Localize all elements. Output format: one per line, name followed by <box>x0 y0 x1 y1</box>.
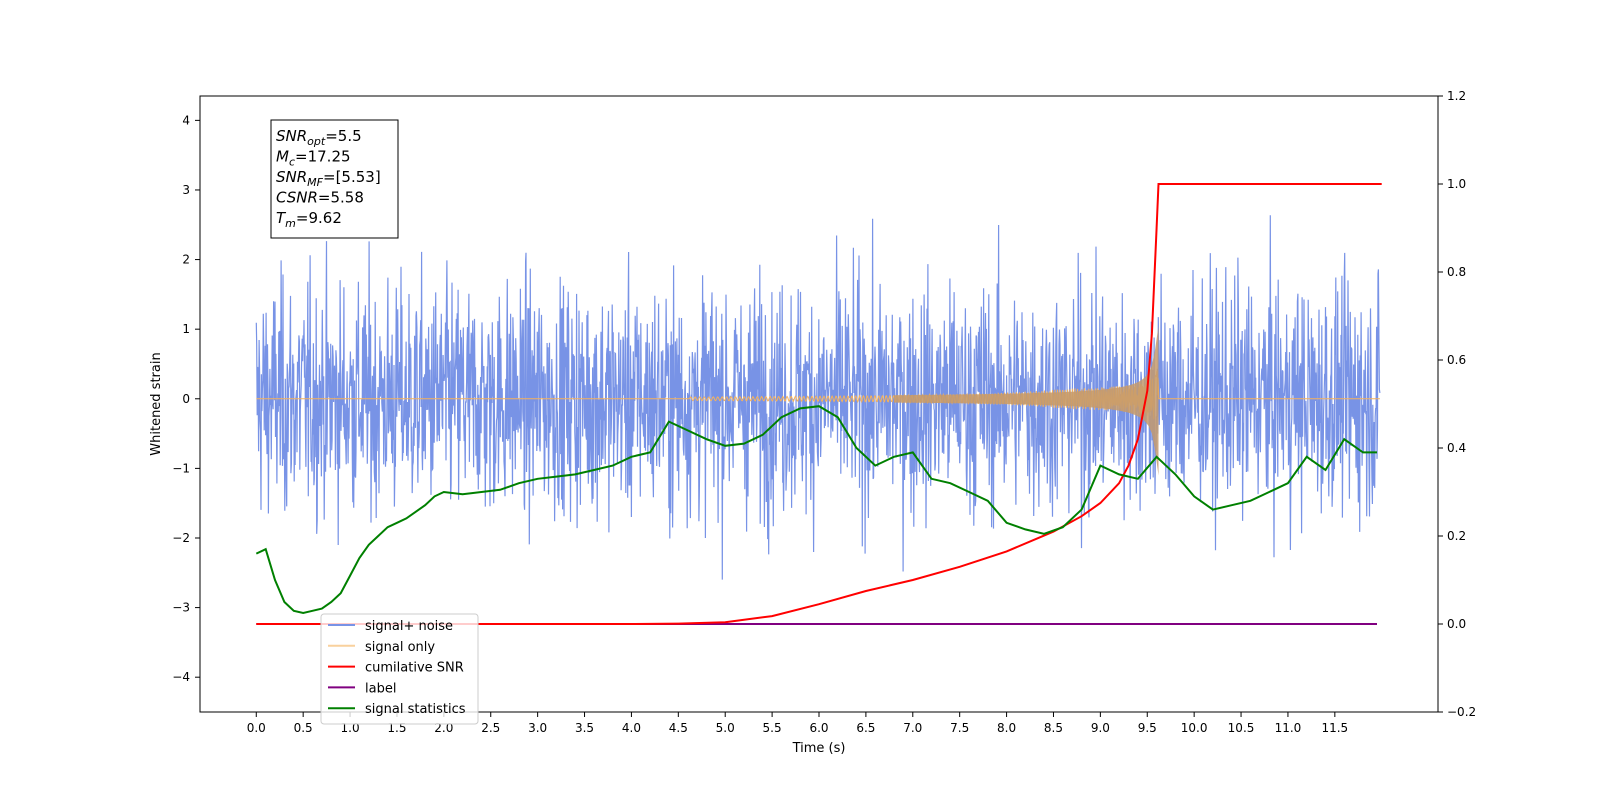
stats-symbol: SNR <box>276 127 307 145</box>
legend-label: cumilative SNR <box>365 661 464 676</box>
x-tick-label: 0.0 <box>247 721 266 735</box>
x-tick-label: 6.0 <box>809 721 828 735</box>
y-right-tick-label: −0.2 <box>1447 705 1476 719</box>
stats-value: =17.25 <box>295 148 351 166</box>
stats-subscript: MF <box>307 176 323 189</box>
y-right-tick-label: 0.2 <box>1447 529 1466 543</box>
y-right-tick-label: 0.4 <box>1447 441 1466 455</box>
series-signal-noise <box>255 215 1381 580</box>
legend: signal+ noise signal only cumilative SNR la… <box>320 613 479 725</box>
y-right-tick-label: 0.0 <box>1447 617 1466 631</box>
y-left-tick-label: −4 <box>172 670 190 684</box>
x-tick-label: 4.0 <box>622 721 641 735</box>
x-tick-label: 8.5 <box>1044 721 1063 735</box>
stats-value: =5.58 <box>318 189 364 207</box>
stats-subscript: opt <box>307 135 326 148</box>
legend-label: signal only <box>365 640 435 655</box>
series-signal-only <box>256 370 1380 420</box>
y-right-tick-label: 0.8 <box>1447 265 1466 279</box>
stats-line: SNRopt=5.5 <box>276 127 362 148</box>
y-left-tick-label: −1 <box>172 461 190 475</box>
x-tick-label: 11.0 <box>1275 721 1302 735</box>
y-axis-right-ticks: −0.2 0.0 0.2 0.4 0.6 0.8 1.0 1.2 <box>1438 89 1476 719</box>
stats-line: CSNR=5.58 <box>276 189 364 207</box>
x-tick-label: 5.5 <box>763 721 782 735</box>
x-tick-label: 0.5 <box>294 721 313 735</box>
stats-value: =9.62 <box>296 209 342 227</box>
stats-line: Tm=9.62 <box>276 209 342 230</box>
stats-box-frame <box>270 119 399 239</box>
stats-value: =[5.53] <box>323 168 381 186</box>
y-left-tick-label: 2 <box>182 253 190 267</box>
y-left-tick-label: 1 <box>182 322 190 336</box>
series-signal-statistics <box>255 405 1377 615</box>
x-axis-label: Time (s) <box>792 741 846 756</box>
stats-line: SNRMF=[5.53] <box>276 168 381 189</box>
stats-subscript: c <box>289 156 295 169</box>
y-left-tick-label: 3 <box>182 183 190 197</box>
y-left-tick-label: −3 <box>172 601 190 615</box>
series-cumulative-snr <box>256 183 1382 625</box>
legend-label: label <box>365 681 396 696</box>
stats-symbol: T <box>276 209 287 227</box>
stats-symbol: SNR <box>276 168 307 186</box>
y-axis-left-ticks: −4 −3 −2 −1 0 1 2 3 4 <box>172 113 200 684</box>
y-right-tick-label: 0.6 <box>1447 353 1466 367</box>
stats-line: Mc=17.25 <box>276 148 351 169</box>
stats-value: =5.5 <box>325 127 361 145</box>
stats-subscript: m <box>285 217 296 230</box>
x-tick-label: 11.5 <box>1321 721 1348 735</box>
x-tick-label: 3.5 <box>575 721 594 735</box>
legend-label: signal statistics <box>365 702 466 717</box>
series-signal-only-burst <box>894 325 1159 476</box>
x-tick-label: 2.5 <box>481 721 500 735</box>
x-tick-label: 8.0 <box>997 721 1016 735</box>
x-tick-label: 10.5 <box>1228 721 1255 735</box>
y-right-tick-label: 1.2 <box>1447 89 1466 103</box>
y-left-tick-label: 0 <box>182 392 190 406</box>
legend-label: signal+ noise <box>365 619 453 634</box>
x-tick-label: 9.0 <box>1091 721 1110 735</box>
x-tick-label: 9.5 <box>1138 721 1157 735</box>
stats-annotation-box: SNRopt=5.5Mc=17.25SNRMF=[5.53]CSNR=5.58T… <box>270 119 399 239</box>
x-tick-label: 7.0 <box>903 721 922 735</box>
x-tick-label: 5.0 <box>716 721 735 735</box>
x-tick-label: 4.5 <box>669 721 688 735</box>
legend-frame <box>320 613 479 725</box>
plot-area <box>255 183 1382 625</box>
y-right-tick-label: 1.0 <box>1447 177 1466 191</box>
y-axis-left-label: Whitened strain <box>149 352 164 455</box>
y-left-tick-label: 4 <box>182 113 190 127</box>
x-tick-label: 10.0 <box>1181 721 1208 735</box>
y-left-tick-label: −2 <box>172 531 190 545</box>
stats-symbol: M <box>276 148 289 166</box>
x-tick-label: 6.5 <box>856 721 875 735</box>
x-tick-label: 7.5 <box>950 721 969 735</box>
x-tick-label: 3.0 <box>528 721 547 735</box>
stats-symbol: CSNR <box>276 189 318 207</box>
